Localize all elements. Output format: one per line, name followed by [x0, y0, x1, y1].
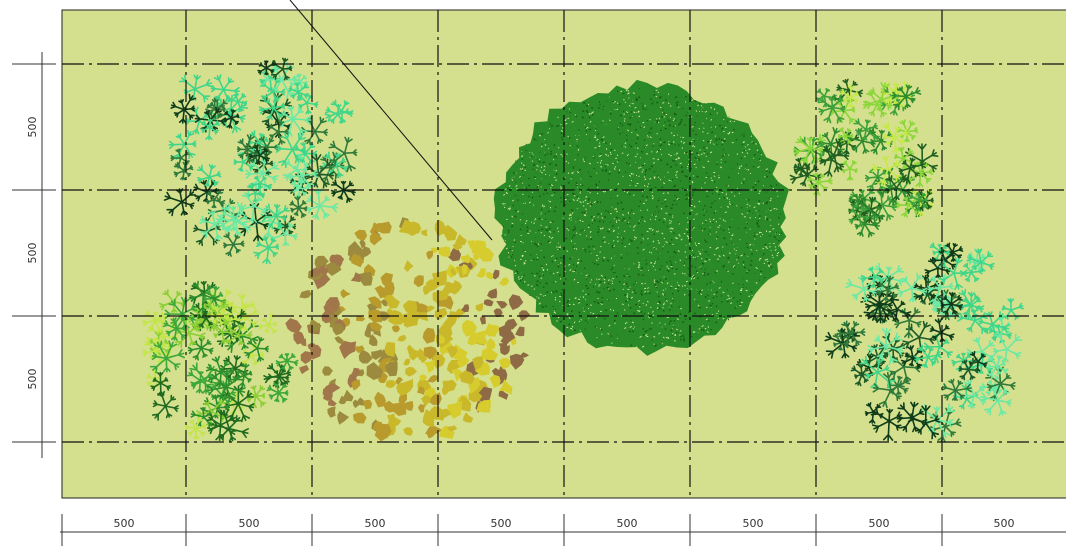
bottom-dimension-chain [60, 514, 1066, 546]
dim-label-h8: 500 [994, 517, 1015, 530]
light-green-shrub-bottom-left [142, 280, 299, 442]
dim-label-h7: 500 [869, 517, 890, 530]
large-dark-green-tree [493, 79, 790, 356]
grid-layer [62, 10, 1066, 498]
dim-label-v2: 500 [26, 243, 39, 264]
dim-label-v3: 500 [26, 369, 39, 390]
dim-label-h2: 500 [239, 517, 260, 530]
dark-star-shrub-bottom-right [824, 242, 1024, 443]
leader-line [289, 0, 493, 241]
dark-star-shrub-top-left [163, 57, 358, 265]
dim-label-h4: 500 [491, 517, 512, 530]
dim-label-h1: 500 [114, 517, 135, 530]
dim-label-h5: 500 [617, 517, 638, 530]
bottom-dimension-labels: 500 500 500 500 500 500 500 500 [114, 517, 1015, 530]
dim-label-h6: 500 [743, 517, 764, 530]
plants-layer [142, 57, 1024, 443]
left-dimension-chain [12, 52, 56, 458]
dim-label-v1: 500 [26, 117, 39, 138]
dim-label-h3: 500 [365, 517, 386, 530]
